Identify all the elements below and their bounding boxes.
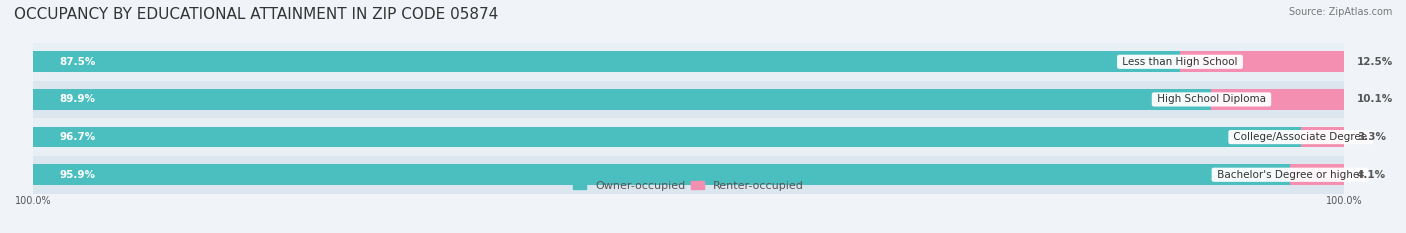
Text: Source: ZipAtlas.com: Source: ZipAtlas.com [1288,7,1392,17]
Text: OCCUPANCY BY EDUCATIONAL ATTAINMENT IN ZIP CODE 05874: OCCUPANCY BY EDUCATIONAL ATTAINMENT IN Z… [14,7,498,22]
Bar [34,164,1291,185]
Bar [1212,89,1344,110]
Bar [1301,127,1344,147]
Bar [34,127,1301,147]
Text: Bachelor's Degree or higher: Bachelor's Degree or higher [1213,170,1367,180]
Text: 3.3%: 3.3% [1357,132,1386,142]
Text: 87.5%: 87.5% [59,57,96,67]
Bar [34,89,1212,110]
Bar [34,118,1344,156]
Text: 10.1%: 10.1% [1357,94,1393,104]
Text: College/Associate Degree: College/Associate Degree [1230,132,1371,142]
Text: 4.1%: 4.1% [1357,170,1386,180]
Text: 96.7%: 96.7% [59,132,96,142]
Text: Less than High School: Less than High School [1119,57,1241,67]
Bar [34,51,1180,72]
Text: High School Diploma: High School Diploma [1154,94,1270,104]
Text: 12.5%: 12.5% [1357,57,1393,67]
Bar [34,81,1344,118]
Text: 95.9%: 95.9% [59,170,96,180]
Bar [1291,164,1344,185]
Bar [34,156,1344,194]
Bar [34,43,1344,81]
Legend: Owner-occupied, Renter-occupied: Owner-occupied, Renter-occupied [574,181,804,191]
Bar [1180,51,1344,72]
Text: 89.9%: 89.9% [59,94,96,104]
